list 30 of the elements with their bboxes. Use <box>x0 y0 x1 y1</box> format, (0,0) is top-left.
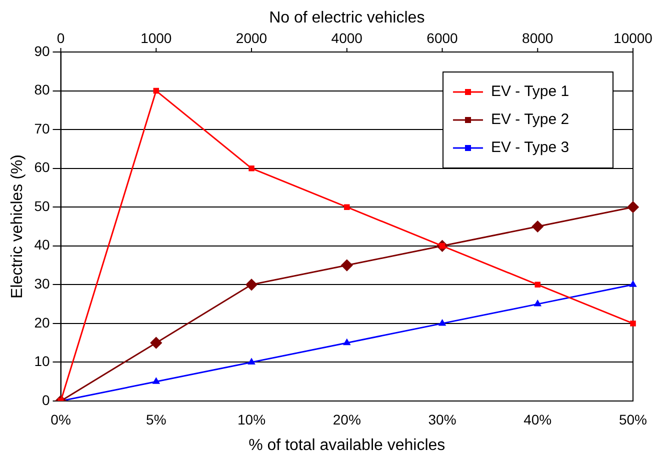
y-tick-label: 70 <box>34 120 50 136</box>
text: 6000 <box>426 30 458 46</box>
x-tick-label: 20% <box>332 411 361 428</box>
y-tick-label: 0 <box>42 392 50 408</box>
x-tick-label: 0% <box>50 411 71 428</box>
x-tick-label: 30% <box>428 411 456 428</box>
legend-label: EV - Type 2 <box>491 111 570 128</box>
y-tick-label: 20 <box>34 314 50 330</box>
x-tick-label: 5% <box>146 411 166 428</box>
x2-axis-title: No of electric vehicles <box>269 9 425 26</box>
y-axis-title: Electric vehicles (%) <box>9 154 26 299</box>
x-axis-title: % of total available vehicles <box>248 436 446 454</box>
y-tick-label: 30 <box>34 276 50 292</box>
text: 10000 <box>614 30 653 46</box>
y-tick-label: 40 <box>34 236 50 253</box>
text: 4000 <box>331 30 363 46</box>
y-tick-label: 90 <box>34 42 50 59</box>
legend-label: EV - Type 3 <box>491 139 570 156</box>
y-tick-label: 80 <box>34 82 50 98</box>
legend-label: EV - Type 1 <box>491 83 570 100</box>
x-tick-label: 10% <box>238 411 266 428</box>
text: 1000 <box>140 30 172 46</box>
x-tick-label: 40% <box>524 411 552 428</box>
y-tick-label: 50 <box>34 198 50 214</box>
y-tick-label: 10 <box>34 353 50 370</box>
text: 0 <box>56 30 65 46</box>
y-tick-label: 60 <box>34 159 50 176</box>
x-tick-label: 50% <box>618 411 648 428</box>
text: 2000 <box>236 30 268 46</box>
text: 8000 <box>522 30 554 46</box>
